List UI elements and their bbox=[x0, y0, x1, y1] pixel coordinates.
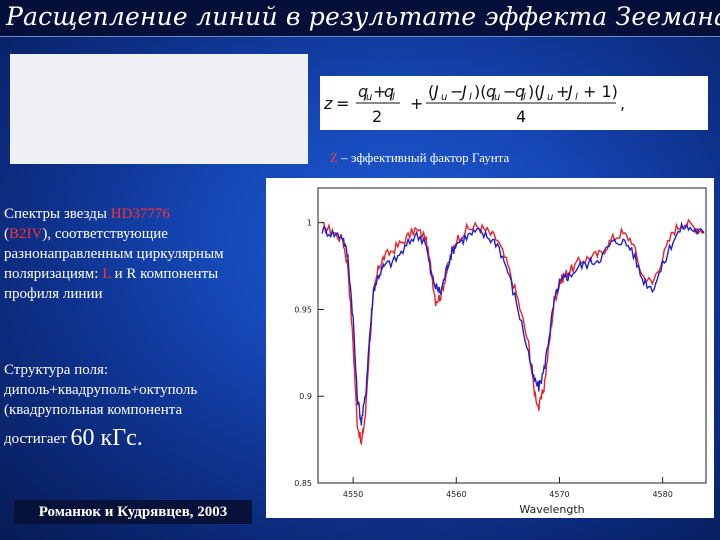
svg-text:+: + bbox=[410, 94, 423, 113]
svg-text:u: u bbox=[366, 92, 372, 103]
spectrum-chart: 4550 4560 4570 4580 1 0.95 0.9 0.85 Wavelength bbox=[266, 178, 714, 518]
spectra-end: и R компоненты профиля линии bbox=[4, 266, 219, 302]
star-type: B2IV bbox=[9, 226, 43, 242]
x-tick-label: 4580 bbox=[652, 490, 672, 499]
svg-text:z: z bbox=[323, 94, 333, 113]
component-l: L bbox=[102, 266, 111, 282]
svg-text:,: , bbox=[620, 94, 625, 113]
svg-text:J: J bbox=[431, 82, 439, 101]
field-value: 60 кГс. bbox=[70, 425, 143, 451]
structure-line: Структура поля: диполь+квадруполь+октупо… bbox=[4, 362, 198, 418]
svg-text:(: ( bbox=[428, 82, 434, 101]
blank-panel bbox=[10, 54, 308, 164]
spectra-after-type: ), соответствующие разнонаправленным цир… bbox=[4, 226, 224, 282]
svg-text:q: q bbox=[515, 82, 525, 101]
svg-text:)(: )( bbox=[474, 82, 486, 101]
y-tick-label: 0.95 bbox=[294, 305, 312, 314]
spectrum-svg: 4550 4560 4570 4580 1 0.95 0.9 0.85 Wavelength bbox=[294, 187, 707, 516]
svg-text:q: q bbox=[384, 82, 394, 101]
svg-text:J: J bbox=[565, 82, 573, 101]
spectra-description: Спектры звезды HD37776 (B2IV), соответст… bbox=[4, 204, 264, 304]
x-tick-label: 4560 bbox=[446, 490, 466, 499]
svg-text:−: − bbox=[450, 82, 463, 101]
credit-label: Романюк и Кудрявцев, 2003 bbox=[14, 500, 252, 524]
svg-text:2: 2 bbox=[372, 107, 382, 126]
svg-text:q: q bbox=[486, 82, 496, 101]
svg-text:l: l bbox=[469, 92, 472, 103]
svg-text:+ 1): + 1) bbox=[583, 82, 618, 101]
svg-text:l: l bbox=[392, 92, 395, 103]
x-tick-label: 4570 bbox=[549, 490, 569, 499]
svg-text:−: − bbox=[503, 82, 516, 101]
svg-text:l: l bbox=[523, 92, 526, 103]
svg-text:J: J bbox=[459, 82, 467, 101]
svg-text:)(: )( bbox=[528, 82, 540, 101]
series-red-line bbox=[321, 218, 705, 446]
svg-text:u: u bbox=[441, 92, 447, 103]
series-blue-line bbox=[321, 221, 705, 426]
chart-ticks: 4550 4560 4570 4580 1 0.95 0.9 0.85 Wavelength bbox=[294, 219, 673, 516]
star-name: HD37776 bbox=[110, 206, 170, 222]
spectra-prefix: Спектры звезды bbox=[4, 206, 111, 222]
field-strength-line: достигает 60 кГс. bbox=[4, 425, 264, 451]
svg-text:=: = bbox=[336, 94, 349, 113]
slide-title: Расщепление линий в результате эффекта З… bbox=[0, 0, 720, 37]
star-type-open: ( bbox=[4, 226, 9, 242]
y-tick-label: 1 bbox=[307, 219, 312, 228]
svg-text:u: u bbox=[547, 92, 553, 103]
y-tick-label: 0.9 bbox=[299, 392, 312, 401]
gaunt-factor-caption: Z – эффективный фактор Гаунта bbox=[330, 150, 509, 166]
svg-text:J: J bbox=[537, 82, 545, 101]
field-structure-text: Структура поля: диполь+квадруполь+октупо… bbox=[4, 360, 266, 420]
plot-frame bbox=[317, 187, 707, 484]
z-symbol: Z bbox=[330, 150, 338, 165]
x-tick-label: 4550 bbox=[343, 490, 363, 499]
svg-text:u: u bbox=[494, 92, 500, 103]
gaunt-description: – эффективный фактор Гаунта bbox=[337, 150, 510, 165]
svg-text:+: + bbox=[373, 82, 386, 101]
reaches-label: достигает bbox=[4, 431, 71, 447]
y-tick-label: 0.85 bbox=[294, 479, 312, 488]
x-axis-label: Wavelength bbox=[519, 503, 584, 516]
svg-text:+: + bbox=[556, 82, 569, 101]
svg-text:4: 4 bbox=[516, 107, 526, 126]
chart-series bbox=[321, 218, 705, 446]
svg-text:q: q bbox=[358, 82, 368, 101]
svg-text:l: l bbox=[575, 92, 578, 103]
chart-axes bbox=[317, 187, 707, 484]
